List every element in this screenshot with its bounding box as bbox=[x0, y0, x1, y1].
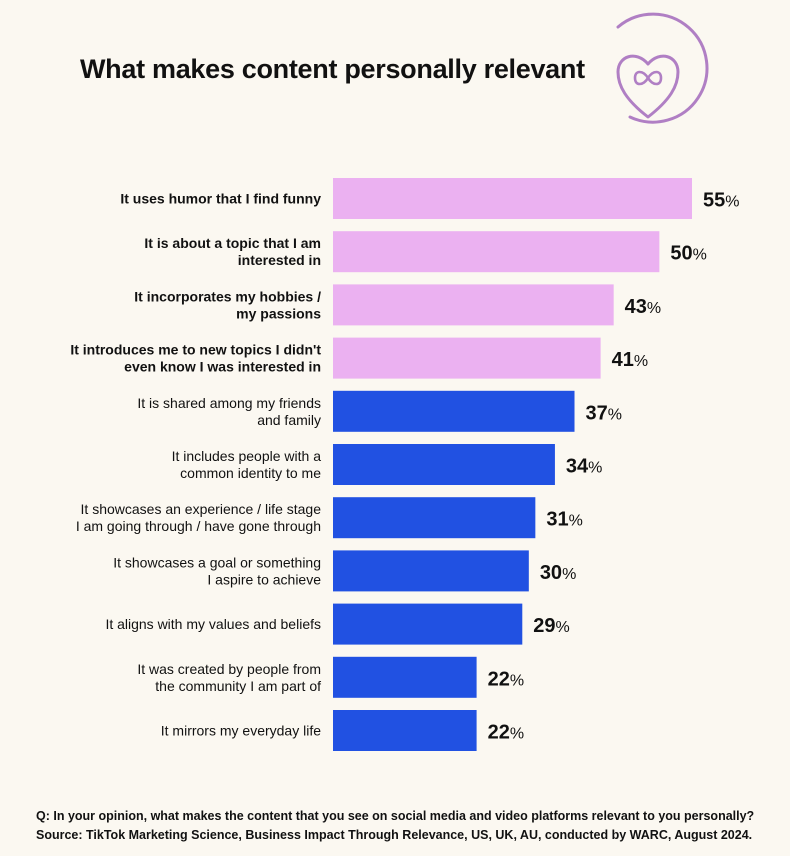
footer: Q: In your opinion, what makes the conte… bbox=[36, 807, 754, 845]
bar-2 bbox=[333, 231, 660, 273]
category-label-4: It introduces me to new topics I didn't e… bbox=[70, 342, 321, 375]
value-label-2: 50% bbox=[670, 243, 706, 265]
value-label-5: 37% bbox=[586, 402, 622, 424]
category-label-7: It showcases an experience / life stage I… bbox=[76, 501, 321, 534]
value-label-4: 41% bbox=[612, 349, 648, 371]
bar-9 bbox=[333, 603, 523, 645]
category-label-3: It incorporates my hobbies / my passions bbox=[134, 288, 321, 321]
bar-7 bbox=[333, 497, 536, 539]
page-title: What makes content personally relevant bbox=[80, 54, 585, 84]
bar-3 bbox=[333, 284, 614, 326]
value-label-6: 34% bbox=[566, 456, 602, 478]
value-label-11: 22% bbox=[488, 722, 524, 744]
category-label-11: It mirrors my everyday life bbox=[161, 723, 321, 739]
bar-chart: It uses humor that I find funny 55% It is … bbox=[70, 178, 739, 751]
bar-11 bbox=[333, 710, 477, 751]
category-label-1: It uses humor that I find funny bbox=[120, 191, 321, 207]
bar-8 bbox=[333, 550, 529, 592]
value-label-7: 31% bbox=[546, 509, 582, 531]
bar-1 bbox=[333, 178, 692, 219]
bar-4 bbox=[333, 337, 601, 379]
value-label-8: 30% bbox=[540, 562, 576, 584]
category-label-9: It aligns with my values and beliefs bbox=[105, 616, 321, 632]
category-label-2: It is about a topic that I am interested … bbox=[144, 235, 321, 268]
bar-6 bbox=[333, 444, 555, 485]
category-label-8: It showcases a goal or something I aspire… bbox=[113, 554, 321, 587]
footer-source: Source: TikTok Marketing Science, Busine… bbox=[36, 828, 753, 842]
value-label-1: 55% bbox=[703, 190, 739, 212]
category-label-10: It was created by people from the communi… bbox=[137, 661, 321, 694]
value-label-3: 43% bbox=[625, 296, 661, 318]
category-label-6: It includes people with a common identity… bbox=[172, 448, 322, 481]
heart-infinity-icon bbox=[616, 12, 709, 124]
category-label-5: It is shared among my friends and family bbox=[137, 395, 321, 428]
value-label-9: 29% bbox=[533, 615, 569, 637]
bar-10 bbox=[333, 656, 477, 698]
bar-5 bbox=[333, 390, 575, 432]
value-label-10: 22% bbox=[488, 668, 524, 690]
footer-question: Q: In your opinion, what makes the conte… bbox=[36, 809, 755, 823]
